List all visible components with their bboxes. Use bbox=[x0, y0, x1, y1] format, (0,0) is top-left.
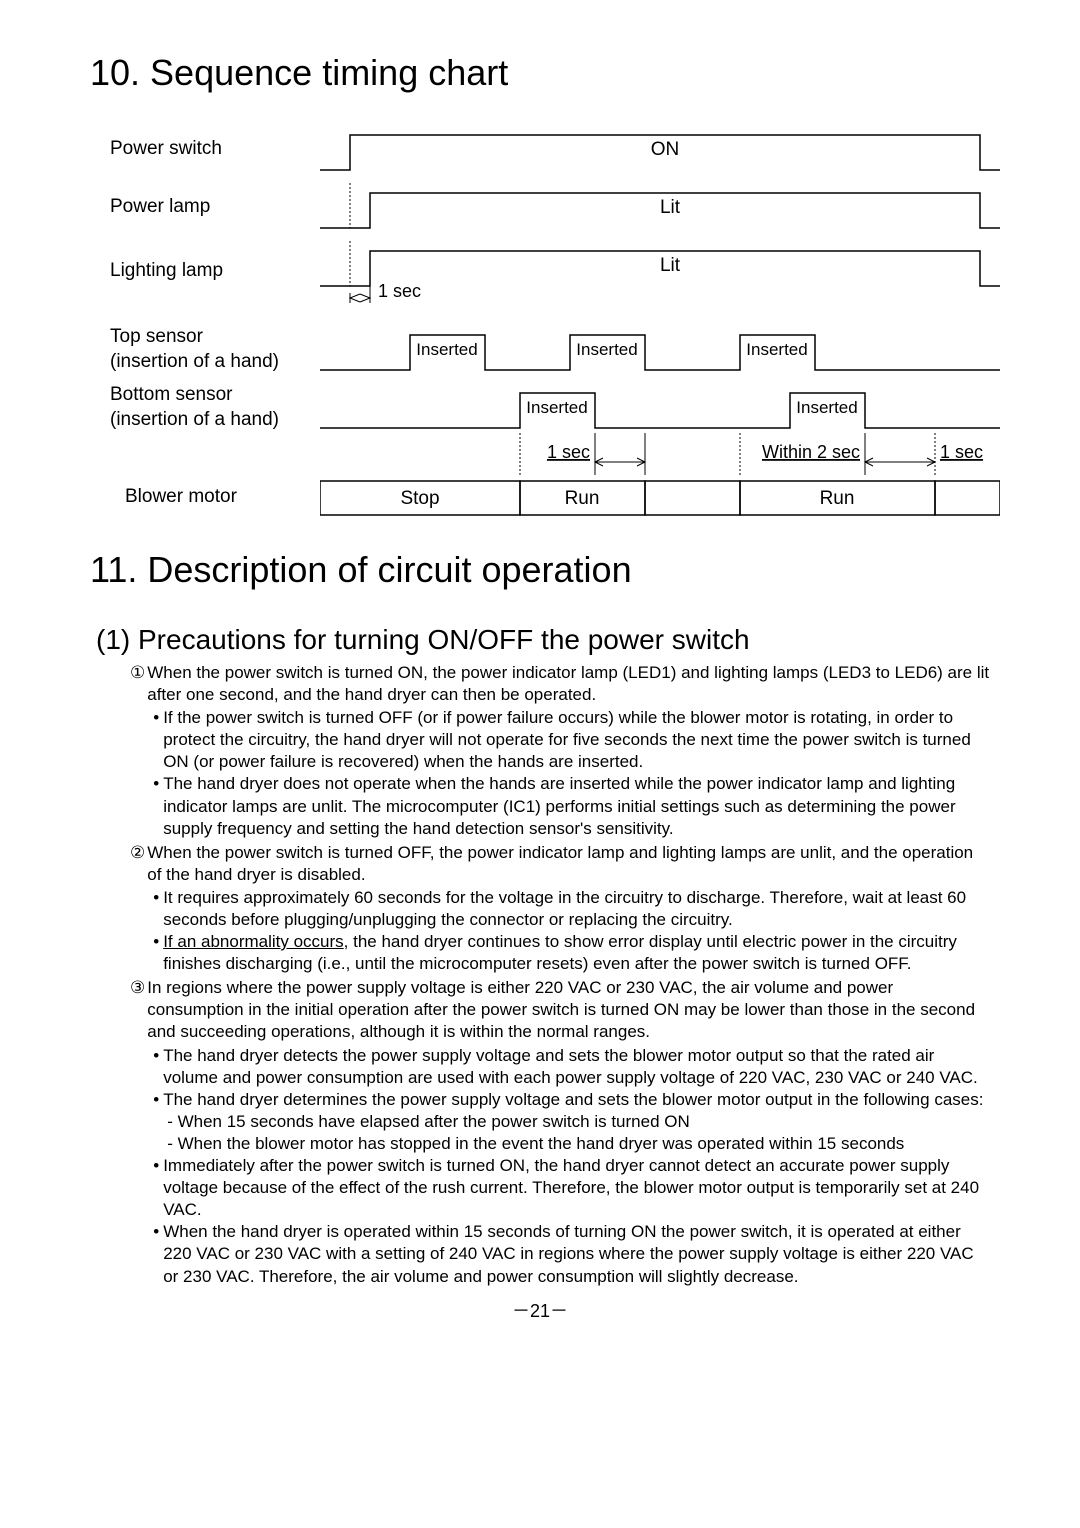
bs-p1: Inserted bbox=[526, 398, 587, 417]
row-timing: 1 sec Within 2 sec 1 sec bbox=[110, 433, 990, 475]
row-blower: Blower motor Stop Run Run bbox=[110, 479, 990, 517]
timing-signal: 1 sec Within 2 sec 1 sec bbox=[320, 433, 1000, 475]
label-power-lamp: Power lamp bbox=[110, 195, 320, 220]
marker-1: ① bbox=[130, 662, 145, 840]
label-top-sensor: Top sensor (insertion of a hand) bbox=[110, 325, 320, 374]
label-top-sensor-2: (insertion of a hand) bbox=[110, 350, 320, 375]
t-1sec-b: 1 sec bbox=[940, 442, 983, 462]
sub-1-title: (1) Precautions for turning ON/OFF the p… bbox=[96, 622, 990, 658]
item3-b1: • The hand dryer detects the power suppl… bbox=[153, 1045, 990, 1089]
marker-2: ② bbox=[130, 842, 145, 976]
bm-stop: Stop bbox=[400, 488, 439, 509]
item3-b4: • When the hand dryer is operated within… bbox=[153, 1221, 990, 1287]
signal-bottom-sensor: Inserted Inserted bbox=[320, 383, 1000, 433]
label-blower: Blower motor bbox=[110, 485, 320, 510]
bm-run1: Run bbox=[565, 488, 600, 509]
t-within2: Within 2 sec bbox=[762, 442, 860, 462]
ts-p1: Inserted bbox=[416, 340, 477, 359]
bm-run2: Run bbox=[820, 488, 855, 509]
label-bottom-sensor: Bottom sensor (insertion of a hand) bbox=[110, 383, 320, 432]
ts-p2: Inserted bbox=[576, 340, 637, 359]
label-bottom-sensor-2: (insertion of a hand) bbox=[110, 408, 320, 433]
signal-power-switch: ON bbox=[320, 125, 1000, 175]
numbered-list: ① When the power switch is turned ON, th… bbox=[130, 662, 990, 1288]
label-power-switch: Power switch bbox=[110, 137, 320, 162]
item1-lead: When the power switch is turned ON, the … bbox=[147, 662, 990, 706]
label-top-sensor-1: Top sensor bbox=[110, 325, 320, 350]
item3-d1: - When 15 seconds have elapsed after the… bbox=[167, 1111, 990, 1133]
num-item-1: ① When the power switch is turned ON, th… bbox=[130, 662, 990, 840]
text-on: ON bbox=[651, 139, 680, 160]
row-top-sensor: Top sensor (insertion of a hand) Inserte… bbox=[110, 325, 990, 375]
text-1sec-a: 1 sec bbox=[378, 281, 421, 301]
row-bottom-sensor: Bottom sensor (insertion of a hand) Inse… bbox=[110, 383, 990, 433]
timing-chart: Power switch ON Power lamp Lit Lighting … bbox=[110, 125, 990, 517]
label-bottom-sensor-1: Bottom sensor bbox=[110, 383, 320, 408]
signal-blower: Stop Run Run bbox=[320, 479, 1000, 517]
page-number: －21－ bbox=[90, 1300, 990, 1323]
item2-b2: • If an abnormality occurs, the hand dry… bbox=[153, 931, 990, 975]
item1-b1: • If the power switch is turned OFF (or … bbox=[153, 707, 990, 773]
row-power-lamp: Power lamp Lit bbox=[110, 183, 990, 233]
t-1sec: 1 sec bbox=[547, 442, 590, 462]
row-power-switch: Power switch ON bbox=[110, 125, 990, 175]
item3-b2: • The hand dryer determines the power su… bbox=[153, 1089, 990, 1155]
item2-b1: • It requires approximately 60 seconds f… bbox=[153, 887, 990, 931]
item3-d2: - When the blower motor has stopped in t… bbox=[167, 1133, 990, 1155]
marker-3: ③ bbox=[130, 977, 145, 1287]
signal-lighting-lamp: Lit 1 sec bbox=[320, 241, 1000, 303]
row-lighting-lamp: Lighting lamp Lit 1 sec bbox=[110, 241, 990, 303]
section-10-title: 10. Sequence timing chart bbox=[90, 50, 990, 97]
text-lit2: Lit bbox=[660, 255, 681, 276]
signal-power-lamp: Lit bbox=[320, 183, 1000, 233]
section-11-title: 11. Description of circuit operation bbox=[90, 547, 990, 594]
num-item-3: ③ In regions where the power supply volt… bbox=[130, 977, 990, 1287]
item2-b2-u: If an abnormality occurs bbox=[163, 932, 343, 951]
item1-b2: • The hand dryer does not operate when t… bbox=[153, 773, 990, 839]
item3-b3: • Immediately after the power switch is … bbox=[153, 1155, 990, 1221]
item3-b2-text: The hand dryer determines the power supp… bbox=[163, 1090, 983, 1109]
bs-p2: Inserted bbox=[796, 398, 857, 417]
item3-lead: In regions where the power supply voltag… bbox=[147, 977, 990, 1043]
num-item-2: ② When the power switch is turned OFF, t… bbox=[130, 842, 990, 976]
ts-p3: Inserted bbox=[746, 340, 807, 359]
text-lit: Lit bbox=[660, 197, 681, 218]
item2-lead: When the power switch is turned OFF, the… bbox=[147, 842, 990, 886]
section-11: 11. Description of circuit operation (1)… bbox=[90, 547, 990, 1288]
label-lighting-lamp: Lighting lamp bbox=[110, 259, 320, 284]
signal-top-sensor: Inserted Inserted Inserted bbox=[320, 325, 1000, 375]
